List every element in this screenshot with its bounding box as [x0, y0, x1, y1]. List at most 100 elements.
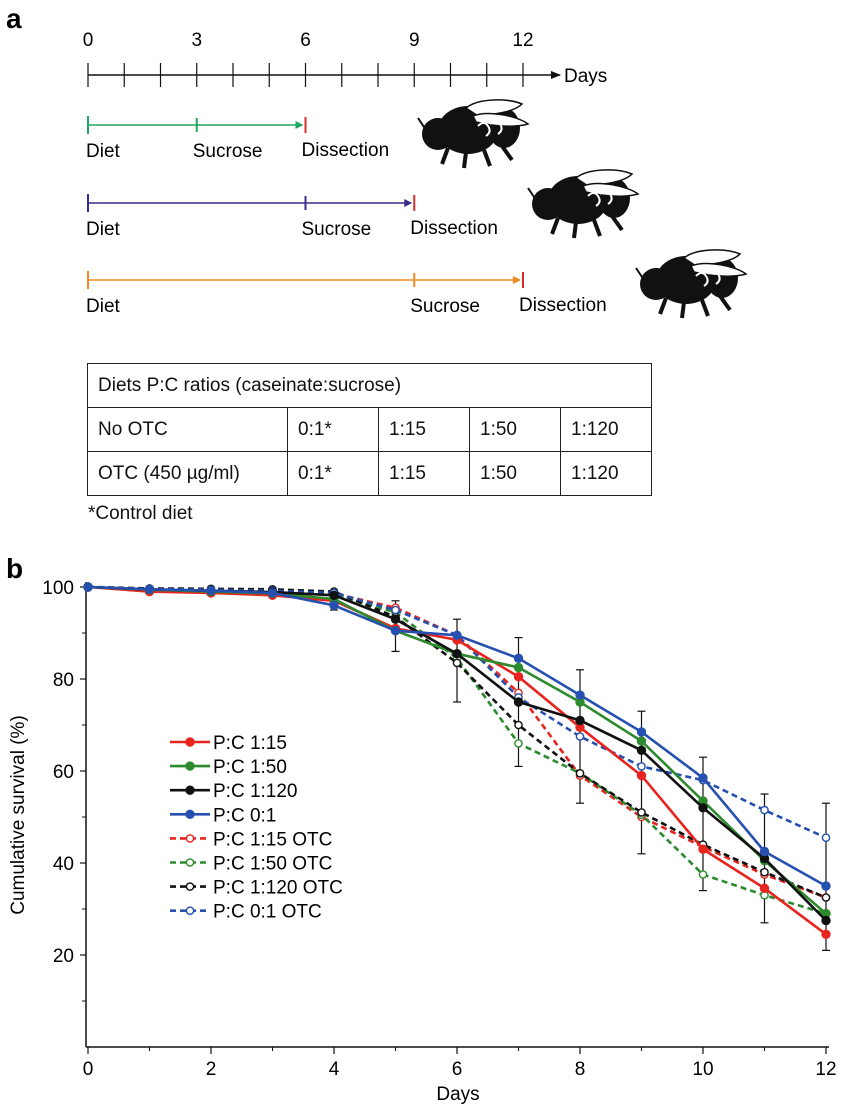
legend-label: P:C 0:1	[213, 805, 276, 826]
data-point	[636, 745, 647, 755]
y-tick-label: 40	[53, 854, 74, 875]
table-cell: 1:15	[378, 451, 470, 496]
schedule-arrowhead	[513, 276, 521, 284]
table-cell: 0:1*	[287, 407, 379, 452]
sucrose-label: Sucrose	[410, 296, 480, 317]
bee-icon	[634, 247, 748, 320]
timeline-tick-label: 12	[512, 30, 533, 51]
dissection-label: Dissection	[302, 140, 390, 161]
data-point	[144, 584, 155, 594]
legend-item: P:C 1:120 OTC	[170, 878, 343, 899]
data-point	[575, 715, 585, 726]
table-cell: 1:50	[469, 407, 561, 452]
data-point	[759, 883, 770, 893]
x-tick-label: 4	[329, 1059, 340, 1080]
timeline-axis: 0 3 6 9 12 Days	[83, 30, 607, 87]
x-tick-label: 2	[206, 1059, 217, 1080]
data-point	[514, 739, 523, 748]
legend-marker	[185, 737, 195, 747]
table-row: OTC (450 µg/ml) 0:1* 1:15 1:50 1:120	[87, 451, 652, 496]
data-point	[452, 658, 462, 668]
data-point	[329, 600, 339, 611]
y-axis-ticks: 20 40 60 80 100	[42, 578, 86, 1002]
data-point	[636, 727, 647, 737]
bee-illustrations	[417, 99, 748, 320]
data-point	[575, 690, 585, 700]
data-point	[83, 582, 93, 592]
data-point	[513, 662, 524, 673]
table-cell: 1:120	[560, 407, 652, 452]
legend-label: P:C 1:50 OTC	[213, 854, 332, 875]
schedule-row: Diet Sucrose Dissection	[86, 116, 389, 162]
timeline-tick-label: 9	[409, 30, 420, 51]
data-point	[821, 833, 831, 843]
legend-label: P:C 1:120	[213, 781, 298, 802]
y-tick-label: 20	[53, 946, 74, 967]
diet-label: Diet	[86, 219, 121, 240]
plot-area: 0 2 4 6 8 10 12 20 40 60 80 100 Days Cumulative su…	[8, 578, 837, 1105]
dissection-label: Dissection	[519, 295, 607, 316]
y-tick-label: 80	[53, 670, 74, 691]
legend-marker	[185, 761, 195, 771]
data-point	[698, 803, 708, 813]
table-cell: OTC (450 µg/ml)	[87, 451, 288, 496]
panel-b-label: b	[6, 553, 23, 584]
legend-marker	[185, 906, 195, 916]
table-cell: 1:120	[560, 451, 652, 496]
data-point	[759, 846, 770, 857]
data-point	[452, 630, 462, 640]
series-layer	[83, 582, 831, 939]
legend-marker	[185, 809, 195, 819]
data-point	[760, 867, 769, 877]
data-point	[514, 720, 523, 730]
legend-item: P:C 1:50	[170, 757, 287, 778]
x-tick-label: 8	[575, 1059, 586, 1080]
data-point	[575, 732, 585, 741]
schedules: Diet Sucrose Dissection Diet Sucrose Dissecti…	[86, 116, 607, 317]
y-tick-label: 100	[42, 578, 74, 599]
schedule-row: Diet Sucrose Dissection	[86, 194, 498, 240]
data-point	[575, 769, 585, 778]
diet-label: Diet	[86, 296, 121, 317]
legend: P:C 1:15 P:C 1:50 P:C 1:120 P:C 0:1 P:C 1:15…	[170, 733, 343, 923]
data-point	[760, 805, 769, 815]
y-axis-title: Cumulative survival (%)	[8, 715, 29, 915]
bee-icon	[526, 167, 640, 240]
data-point	[391, 605, 400, 615]
legend-item: P:C 0:1	[170, 805, 276, 826]
x-axis-title: Days	[436, 1084, 479, 1105]
timeline-tick-label: 6	[300, 30, 311, 51]
data-point	[636, 770, 647, 781]
x-tick-label: 10	[692, 1059, 713, 1080]
sucrose-label: Sucrose	[193, 141, 263, 162]
legend-label: P:C 0:1 OTC	[213, 902, 322, 923]
data-point	[637, 808, 646, 817]
x-tick-label: 12	[815, 1059, 836, 1080]
table-cell: 0:1*	[287, 451, 379, 496]
error-bar	[822, 802, 830, 952]
x-tick-label: 0	[83, 1059, 94, 1080]
table-header: Diets P:C ratios (caseinate:sucrose)	[87, 363, 652, 408]
data-point	[267, 588, 278, 598]
data-point	[698, 773, 708, 783]
x-axis-ticks: 0 2 4 6 8 10 12	[83, 1047, 837, 1080]
data-point	[636, 736, 647, 746]
data-point	[390, 626, 401, 636]
legend-item: P:C 1:50 OTC	[170, 854, 332, 875]
timeline-tick-label: 0	[83, 30, 94, 51]
dissection-label: Dissection	[410, 218, 498, 239]
table-cell: No OTC	[87, 407, 288, 452]
timeline-ticks: 0 3 6 9 12	[83, 30, 534, 87]
data-point	[390, 614, 401, 624]
schedule-arrowhead	[295, 121, 304, 129]
data-point	[637, 762, 646, 771]
legend-label: P:C 1:50	[213, 757, 287, 778]
legend-marker	[185, 785, 195, 795]
data-point	[698, 870, 708, 879]
x-tick-label: 6	[452, 1059, 463, 1080]
legend-marker	[185, 858, 195, 867]
table-cell: 1:50	[469, 451, 561, 496]
timeline-axis-label: Days	[564, 66, 607, 87]
data-point	[821, 881, 831, 891]
data-point	[513, 697, 524, 707]
